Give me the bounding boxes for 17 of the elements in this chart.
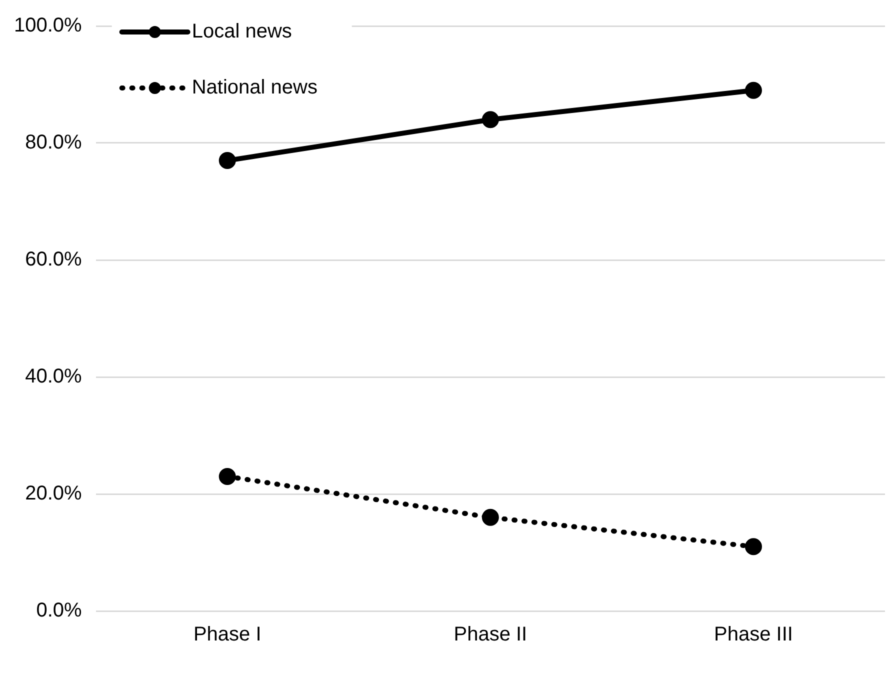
x-tick-label: Phase II bbox=[454, 624, 528, 646]
legend-label: Local news bbox=[192, 20, 292, 43]
point bbox=[744, 538, 762, 556]
legend-label: National news bbox=[192, 76, 318, 99]
point bbox=[744, 82, 762, 99]
x-tick-label: Phase III bbox=[714, 624, 793, 646]
point bbox=[482, 111, 499, 128]
y-tick-label: 100.0% bbox=[14, 14, 82, 37]
x-tick-label: Phase I bbox=[193, 624, 262, 646]
point bbox=[218, 152, 236, 170]
y-tick-label: 40.0% bbox=[25, 366, 82, 388]
point bbox=[482, 508, 499, 526]
y-tick-label: 0.0% bbox=[36, 600, 82, 622]
y-tick-label: 80.0% bbox=[25, 132, 82, 154]
y-tick-label: 20.0% bbox=[25, 482, 82, 505]
point bbox=[218, 468, 236, 485]
y-tick-label: 60.0% bbox=[25, 248, 82, 271]
